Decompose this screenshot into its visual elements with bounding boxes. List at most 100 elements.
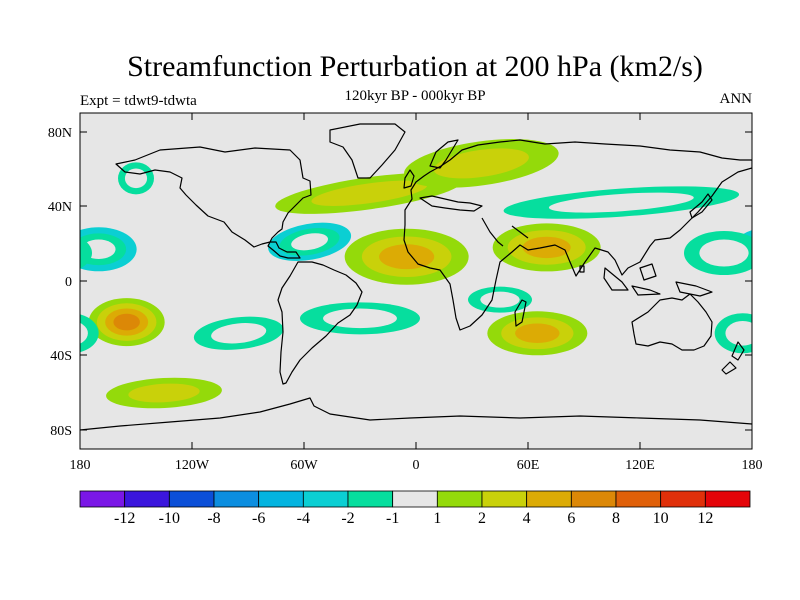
colorbar-label: 4 bbox=[523, 510, 531, 527]
coast-new-zealand bbox=[721, 341, 745, 375]
lon-labels: 180 120W 60W 0 60E 120E 180 bbox=[70, 458, 763, 473]
anomaly-southeast-pacific-negative bbox=[193, 316, 284, 350]
coast-australia bbox=[631, 293, 713, 351]
coast-antarctica bbox=[80, 397, 752, 431]
coast-sri-lanka bbox=[579, 265, 585, 273]
colorbar-swatch bbox=[168, 490, 215, 508]
colorbar-swatch bbox=[258, 490, 304, 508]
lat-label: 80N bbox=[48, 126, 72, 141]
lat-labels: 80N 40N 0 40S 80S bbox=[48, 126, 72, 439]
colorbar-swatch bbox=[481, 490, 528, 508]
anomaly-fields bbox=[0, 139, 800, 409]
coast-north-america bbox=[115, 146, 312, 259]
anomaly-contour bbox=[80, 314, 99, 353]
anomaly-south-indian-ocean-positive bbox=[487, 311, 588, 356]
coast-indonesia bbox=[603, 263, 661, 296]
colorbar-label: 8 bbox=[612, 510, 620, 527]
coast-scandinavia bbox=[429, 139, 459, 169]
anomaly-contour bbox=[80, 322, 88, 344]
anomaly-eurasia-positive bbox=[404, 139, 559, 188]
anomaly-contour bbox=[777, 309, 800, 336]
anomaly-southern-ocean-positive bbox=[106, 340, 800, 409]
colorbar-label: 12 bbox=[697, 510, 713, 527]
colorbar-swatch bbox=[302, 490, 349, 508]
anomaly-contour bbox=[790, 162, 800, 194]
plot-title: Streamfunction Perturbation at 200 hPa (… bbox=[127, 50, 703, 83]
anomaly-south-atlantic-negative bbox=[300, 302, 420, 335]
anomaly-tasman-negative bbox=[80, 313, 752, 354]
coast-red-sea bbox=[481, 217, 504, 247]
colorbar-swatch bbox=[124, 490, 170, 508]
coast-japan bbox=[689, 193, 713, 219]
colorbar-label: -8 bbox=[207, 510, 220, 527]
anomaly-contour bbox=[124, 168, 148, 189]
anomaly-east-asia-negative bbox=[0, 186, 740, 271]
lon-ticks bbox=[191, 113, 641, 449]
colorbar-label: 10 bbox=[653, 510, 669, 527]
anomaly-caribbean-negative bbox=[268, 222, 352, 261]
season-label: ANN bbox=[719, 91, 753, 107]
colorbar-label: -2 bbox=[341, 510, 354, 527]
colorbar-swatch bbox=[213, 490, 260, 508]
colorbar-labels: -12 -10 -8 -6 -4 -2 -1 1 2 4 6 8 10 12 bbox=[114, 510, 713, 527]
experiment-label: Expt = tdwt9-tdwta bbox=[80, 93, 197, 109]
anomaly-contour bbox=[433, 148, 529, 179]
lon-label: 120W bbox=[175, 458, 210, 473]
lon-label: 180 bbox=[70, 458, 91, 473]
colorbar-label: -6 bbox=[252, 510, 265, 527]
colorbar-label: -1 bbox=[386, 510, 399, 527]
coast-eurasia-africa bbox=[403, 139, 752, 331]
colorbar-label: 6 bbox=[567, 510, 575, 527]
anomaly-contour bbox=[113, 313, 140, 331]
coast-south-america bbox=[277, 261, 363, 385]
anomaly-contour bbox=[515, 323, 560, 344]
anomaly-contour bbox=[291, 233, 329, 251]
coast-mediterranean bbox=[419, 195, 483, 212]
colorbar-label: 2 bbox=[478, 510, 486, 527]
colorbar bbox=[79, 490, 751, 508]
anomaly-contour bbox=[548, 192, 694, 213]
lon-label: 60W bbox=[290, 458, 318, 473]
lat-label: 0 bbox=[65, 275, 72, 290]
anomaly-south-pacific-positive bbox=[88, 298, 800, 347]
anomaly-contour bbox=[522, 236, 571, 259]
anomaly-contour bbox=[725, 320, 752, 346]
lon-label: 180 bbox=[742, 458, 763, 473]
colorbar-label: -4 bbox=[297, 510, 310, 527]
anomaly-south-asia-positive bbox=[492, 223, 601, 272]
anomaly-contour bbox=[128, 383, 200, 403]
anomaly-contour bbox=[27, 239, 76, 266]
colorbar-label: 1 bbox=[433, 510, 441, 527]
anomaly-contour bbox=[480, 291, 520, 308]
anomaly-contour bbox=[754, 239, 788, 259]
colorbar-swatch bbox=[704, 490, 751, 508]
anomaly-contour bbox=[0, 227, 70, 271]
anomaly-contour bbox=[761, 298, 800, 346]
colorbar-swatch bbox=[660, 490, 706, 508]
anomaly-contour bbox=[323, 308, 397, 329]
lat-label: 40S bbox=[50, 349, 72, 364]
anomaly-contour bbox=[785, 314, 800, 331]
anomaly-west-africa-positive bbox=[344, 228, 469, 285]
plot-subtitle: 120kyr BP - 000kyr BP bbox=[344, 88, 486, 104]
coast-greenland bbox=[329, 123, 406, 179]
colorbar-swatch bbox=[436, 490, 483, 508]
anomaly-contour bbox=[0, 236, 24, 263]
anomaly-west-pacific-negative bbox=[27, 231, 752, 275]
lon-label: 0 bbox=[413, 458, 420, 473]
colorbar-label: -12 bbox=[114, 510, 135, 527]
coast-persian-gulf bbox=[511, 225, 529, 239]
colorbar-swatch bbox=[615, 490, 662, 508]
coast-uk bbox=[403, 169, 415, 189]
lat-label: 40N bbox=[48, 200, 72, 215]
coastlines bbox=[80, 123, 752, 431]
anomaly-contour bbox=[776, 340, 800, 376]
anomaly-contour bbox=[769, 303, 800, 341]
coast-new-guinea bbox=[675, 281, 713, 297]
colorbar-swatch bbox=[570, 490, 617, 508]
coast-madagascar bbox=[514, 299, 527, 327]
colorbar-swatch bbox=[79, 490, 126, 508]
anomaly-contour bbox=[379, 244, 435, 270]
anomaly-alaska-negative bbox=[118, 162, 800, 195]
